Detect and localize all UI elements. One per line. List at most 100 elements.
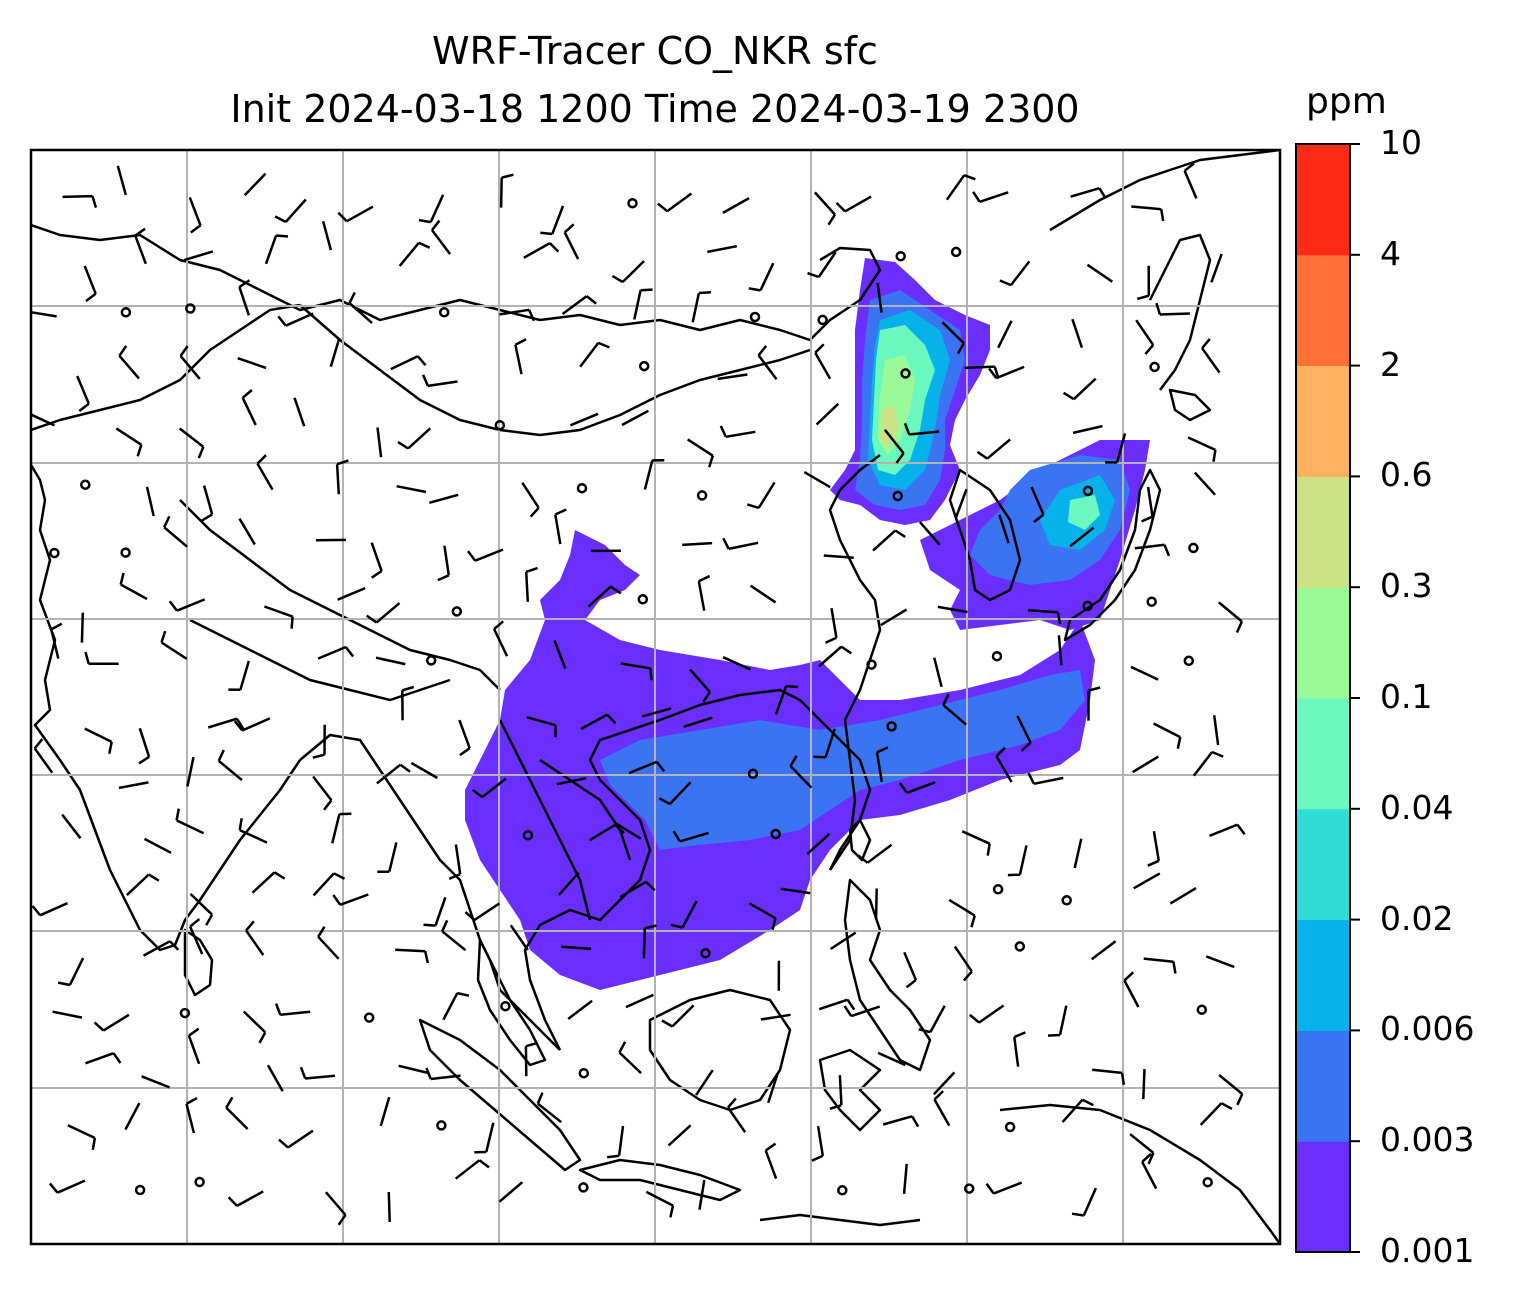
plume-level-0.04-korea [1068, 495, 1100, 530]
wind-calm-marker [494, 419, 506, 431]
wind-calm-marker [638, 360, 650, 372]
wind-barb [641, 707, 672, 718]
wind-barb [757, 345, 778, 381]
wind-barb [441, 919, 467, 952]
wind-barb [683, 716, 713, 728]
colorbar [1295, 143, 1360, 1253]
wind-calm-marker [49, 547, 60, 559]
wind-barb [1062, 377, 1097, 401]
wind-barb [1069, 526, 1095, 548]
wind-barb [877, 1051, 906, 1067]
wind-barb [48, 1179, 86, 1194]
wind-calm-marker [194, 1176, 205, 1188]
coastline-new-guinea [999, 1103, 1280, 1244]
wind-barb [1169, 887, 1197, 905]
wind-barb [335, 459, 349, 495]
wind-barb [717, 373, 748, 381]
wind-barb [376, 763, 411, 785]
wind-barb [1132, 755, 1159, 774]
wind-barb [1073, 838, 1083, 869]
wind-barb [31, 901, 69, 917]
map-panel [31, 150, 1280, 1244]
wind-barb [607, 1125, 625, 1159]
wind-barb [1141, 1152, 1158, 1190]
border-laos-vietnam [539, 758, 632, 861]
wind-barb [1133, 872, 1161, 890]
wind-barb [93, 1013, 130, 1032]
wind-barb [902, 1163, 908, 1194]
wind-barb [317, 645, 355, 660]
wind-calm-marker [522, 830, 534, 841]
wind-calm-marker [886, 721, 897, 732]
wind-barb [1027, 772, 1064, 786]
wind-barb [33, 738, 54, 774]
wind-barb [175, 808, 205, 835]
wind-barb [454, 1159, 490, 1180]
coastline-india [31, 464, 302, 952]
wind-barb [722, 656, 752, 671]
wind-barb [312, 775, 333, 811]
wind-barb [933, 1090, 951, 1127]
wind-calm-marker [950, 246, 962, 258]
wind-barb [124, 1102, 141, 1131]
wind-barb [588, 823, 625, 842]
wind-barb [1209, 823, 1246, 837]
wind-barb [397, 427, 432, 450]
colorbar-segment [1296, 698, 1350, 810]
wind-barb [337, 586, 366, 601]
wind-barb [458, 719, 471, 757]
wind-barb [672, 830, 709, 843]
wind-barb [321, 220, 333, 251]
wind-barb [748, 902, 777, 931]
wind-barb [707, 244, 738, 254]
wind-barb [324, 1191, 347, 1226]
wind-barb [976, 438, 1011, 460]
wind-barb [398, 1064, 429, 1075]
gridlines [31, 150, 1280, 1244]
colorbar-tick-label: 10 [1380, 123, 1422, 162]
wind-barb [1187, 436, 1217, 462]
wind-calm-marker [866, 659, 877, 670]
wind-calm-marker [1149, 361, 1160, 373]
wind-barb [228, 660, 250, 692]
wind-barb [1061, 1098, 1094, 1123]
wind-barb [141, 1075, 170, 1089]
wind-barb [251, 871, 286, 894]
colorbar-tick-label: 0.001 [1380, 1231, 1475, 1270]
wind-barb [1090, 940, 1117, 961]
wind-barb [238, 818, 268, 844]
wind-barb [691, 291, 711, 323]
coastline-bay-of-bengal-east [299, 733, 472, 911]
wind-barb [746, 481, 776, 510]
wind-calm-marker [134, 1184, 146, 1196]
wind-calm-marker [1014, 941, 1026, 952]
wind-barb [968, 1004, 1005, 1024]
wind-barb [1142, 1069, 1146, 1100]
wind-barb [620, 662, 653, 681]
wind-calm-marker [900, 368, 911, 379]
wind-barb [1087, 686, 1101, 721]
wind-barb [377, 842, 398, 874]
wind-barb [995, 746, 1013, 783]
wind-barb [999, 260, 1031, 287]
wind-barb [557, 871, 580, 896]
wind-barb [561, 945, 592, 951]
wind-barb [201, 485, 214, 522]
wind-barb [682, 541, 713, 547]
wind-barb [329, 337, 341, 368]
coastline-lesser-sunda [759, 1213, 921, 1227]
wind-barb [953, 945, 973, 982]
wind-barb [1212, 715, 1220, 746]
wind-barb [423, 896, 447, 927]
colorbar-tick-label: 0.006 [1380, 1009, 1475, 1049]
wind-barb [1192, 750, 1224, 777]
wind-calm-marker [1061, 895, 1072, 906]
wind-barb [118, 781, 149, 790]
wind-barb [1218, 601, 1244, 634]
wind-calm-marker [1188, 542, 1199, 554]
wind-barb [748, 262, 775, 292]
wind-barb [62, 194, 98, 208]
wind-barb [695, 1069, 714, 1096]
wind-barb [857, 843, 893, 864]
wind-barb [824, 607, 838, 644]
